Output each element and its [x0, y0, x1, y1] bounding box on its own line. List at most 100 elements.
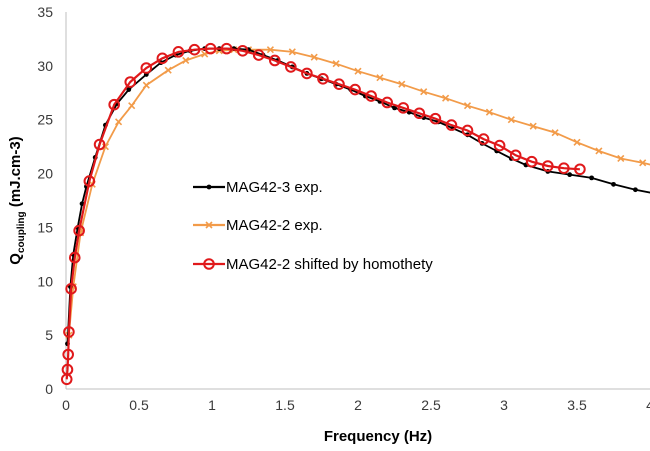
data-point: [420, 88, 428, 96]
data-point: [79, 201, 85, 207]
y-tick-label: 20: [37, 166, 53, 182]
x-marker-stroke: [529, 122, 537, 130]
x-marker-stroke: [463, 102, 472, 110]
data-point: [567, 172, 573, 178]
x-marker-stroke: [182, 56, 190, 65]
y-tick-label: 5: [45, 327, 53, 343]
series-layer: [60, 42, 650, 386]
data-point: [398, 80, 406, 88]
data-point: [392, 105, 397, 111]
x-tick-label: 0: [62, 397, 70, 413]
data-point: [310, 53, 318, 61]
data-point: [124, 76, 137, 88]
data-point: [285, 61, 297, 73]
data-point: [332, 60, 340, 68]
x-marker-stroke: [205, 221, 213, 229]
data-point: [595, 147, 603, 155]
x-tick-label: 3.5: [567, 397, 587, 413]
data-point: [639, 159, 647, 167]
x-marker-stroke: [332, 60, 340, 68]
data-point: [252, 49, 265, 61]
x-marker-stroke: [376, 74, 384, 82]
data-point: [73, 224, 85, 237]
data-point: [445, 119, 458, 131]
x-tick-label: 0.5: [129, 397, 149, 413]
x-marker-stroke: [128, 102, 136, 110]
x-marker-stroke: [164, 66, 172, 74]
y-tick-label: 10: [37, 273, 53, 289]
x-marker-stroke: [310, 53, 318, 61]
data-point: [397, 102, 410, 114]
legend-marker: [206, 184, 212, 190]
data-point: [65, 283, 77, 295]
legend-item: MAG42-3 exp.: [193, 179, 323, 196]
y-axis-title-sub: coupling: [16, 211, 27, 253]
x-marker-stroke: [420, 88, 428, 96]
data-point: [507, 116, 515, 124]
data-point: [268, 54, 281, 67]
data-point: [493, 139, 506, 152]
data-point: [525, 155, 538, 168]
data-point: [182, 56, 190, 65]
series-line: [68, 48, 650, 336]
y-axis-title: Qcoupling (mJ.cm-3): [7, 136, 27, 264]
x-tick-label: 2.5: [421, 397, 441, 413]
x-marker-stroke: [354, 67, 362, 75]
y-tick-label: 0: [45, 381, 53, 397]
y-tick-label: 25: [37, 112, 53, 128]
legend: MAG42-3 exp. MAG42-2 exp. MAG42-2 shifted …: [193, 179, 433, 273]
data-point: [633, 187, 638, 193]
data-point: [114, 118, 123, 126]
data-point: [529, 122, 537, 130]
data-point: [589, 175, 594, 181]
x-marker-stroke: [551, 129, 559, 137]
data-point: [317, 72, 329, 85]
data-point: [551, 129, 559, 137]
x-marker-stroke: [114, 118, 123, 126]
x-marker-stroke: [639, 159, 647, 167]
x-marker-stroke: [617, 154, 625, 163]
data-point: [93, 138, 106, 151]
x-marker-stroke: [595, 147, 603, 155]
legend-label: MAG42-3 exp.: [226, 179, 323, 196]
data-point: [62, 348, 74, 361]
x-marker-stroke: [507, 116, 515, 124]
data-point: [558, 162, 570, 174]
data-point: [413, 107, 426, 120]
x-marker-stroke: [485, 108, 493, 116]
data-point: [108, 98, 120, 111]
data-point: [542, 160, 554, 172]
data-point: [617, 154, 625, 163]
data-point: [266, 46, 274, 54]
y-axis: 0 5 10 15 20 25 30 35: [37, 4, 67, 397]
data-point: [333, 78, 345, 90]
data-point: [68, 251, 81, 264]
data-point: [236, 44, 249, 57]
data-point: [140, 62, 153, 74]
data-point: [365, 90, 377, 102]
x-tick-label: 1.5: [275, 397, 295, 413]
data-point: [376, 74, 384, 82]
series-line: [65, 47, 580, 380]
legend-label: MAG42-2 exp.: [226, 217, 323, 234]
data-point: [573, 138, 581, 146]
y-tick-label: 35: [37, 4, 53, 20]
data-point: [461, 124, 474, 137]
data-point: [83, 175, 96, 187]
y-axis-title-unit: (mJ.cm-3): [7, 136, 24, 211]
data-point: [509, 149, 522, 162]
data-point: [442, 94, 450, 102]
y-tick-label: 15: [37, 219, 53, 235]
legend-item: MAG42-2 exp.: [193, 217, 323, 234]
x-marker-stroke: [442, 94, 450, 102]
x-axis: 0 0.5 1 1.5 2 2.5 3 3.5 4: [62, 388, 650, 413]
y-axis-title-main: Q: [7, 253, 24, 265]
data-point: [429, 112, 442, 125]
x-tick-label: 1: [208, 397, 216, 413]
data-point: [172, 46, 185, 58]
data-point: [63, 326, 75, 338]
data-point: [288, 48, 296, 56]
data-point: [477, 133, 490, 145]
data-point: [381, 96, 394, 109]
